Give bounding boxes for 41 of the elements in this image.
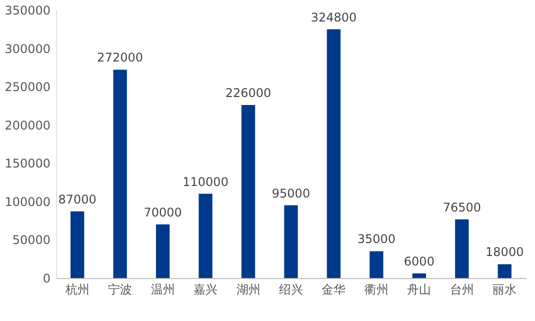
bar (370, 251, 384, 278)
x-tick-label: 温州 (150, 282, 175, 296)
x-tick-label: 台州 (450, 282, 474, 296)
y-tick-label: 100000 (4, 194, 50, 209)
data-label: 324800 (310, 10, 357, 24)
bar (326, 29, 341, 278)
bar (241, 104, 256, 278)
data-label: 110000 (182, 174, 228, 189)
data-label: 6000 (404, 254, 434, 268)
bar (412, 273, 426, 278)
bar (284, 205, 298, 278)
y-tick-label: 50000 (12, 233, 50, 248)
y-tick-label: 200000 (4, 118, 50, 132)
bar (455, 219, 469, 278)
data-label: 70000 (144, 205, 182, 220)
bar (156, 224, 170, 278)
data-label: 272000 (97, 50, 143, 65)
y-tick-label: 150000 (4, 156, 50, 171)
x-tick-label: 杭州 (64, 282, 90, 296)
data-label: 226000 (225, 86, 272, 100)
data-label: 35000 (357, 232, 396, 246)
bar (198, 194, 212, 278)
y-tick-label: 300000 (4, 42, 50, 56)
bar (113, 70, 127, 278)
x-tick-label: 丽水 (492, 282, 517, 296)
data-label: 18000 (486, 245, 524, 260)
x-tick-label: 金华 (322, 282, 346, 296)
y-tick-label: 250000 (4, 80, 50, 94)
y-tick-label: 0 (42, 272, 50, 286)
y-tick-label: 350000 (4, 4, 50, 18)
bar (498, 264, 512, 278)
x-tick-label: 宁波 (108, 282, 132, 296)
data-label: 76500 (442, 200, 482, 214)
x-tick-label: 舟山 (407, 282, 432, 296)
data-label: 87000 (58, 192, 96, 206)
x-tick-label: 嘉兴 (194, 282, 218, 296)
x-tick-label: 衢州 (364, 282, 388, 296)
data-label: 95000 (272, 186, 310, 200)
x-tick-label: 绍兴 (279, 282, 303, 296)
bar (70, 211, 84, 278)
x-tick-label: 湖州 (236, 282, 260, 296)
